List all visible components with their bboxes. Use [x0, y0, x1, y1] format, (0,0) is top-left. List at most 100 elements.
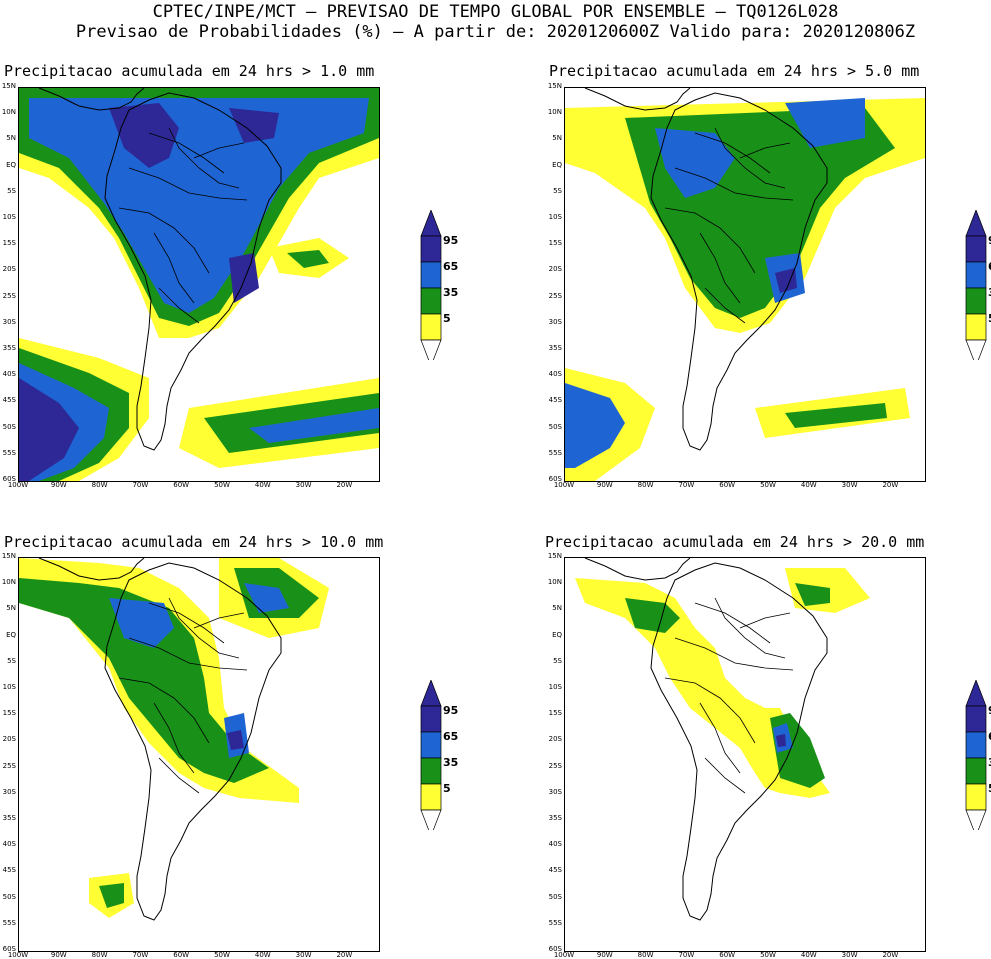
lon-tick: 80W	[91, 481, 108, 489]
lat-tick: 60S	[548, 475, 562, 483]
lon-tick: 100W	[7, 951, 29, 959]
lon-tick: 90W	[596, 481, 613, 489]
lat-tick: 5S	[553, 186, 562, 195]
lat-tick: 55S	[548, 918, 562, 927]
lat-tick: 5N	[6, 604, 16, 613]
lat-tick: 50S	[548, 892, 562, 901]
lon-tick: 90W	[50, 481, 67, 489]
central-america-coastline	[584, 558, 691, 581]
lat-tick: 5S	[7, 186, 16, 195]
color-legend	[420, 680, 442, 830]
lat-tick: 15N	[547, 552, 562, 560]
central-america-coastline	[38, 88, 145, 111]
legend-label: 35	[443, 286, 459, 299]
lat-tick: 5S	[7, 656, 16, 665]
lat-tick: 35S	[2, 814, 16, 822]
lon-tick: 70W	[678, 481, 695, 489]
color-legend	[965, 210, 987, 360]
lat-tick: 10S	[548, 213, 562, 221]
legend-label: 5	[988, 782, 991, 795]
header-line2: Previsao de Probabilidades (%) – A parti…	[75, 22, 916, 42]
map-canvas	[565, 88, 925, 481]
lat-tick: EQ	[6, 160, 16, 169]
lat-tick: 10S	[2, 683, 16, 691]
legend-label: 65	[988, 730, 991, 743]
lon-tick: 60W	[719, 951, 736, 959]
lat-tick: 15N	[1, 552, 16, 560]
lon-tick: 80W	[637, 951, 654, 959]
lon-tick: 100W	[553, 951, 575, 959]
lat-tick: 50S	[548, 422, 562, 431]
lat-tick: 15S	[2, 239, 16, 248]
lat-tick: 40S	[548, 370, 562, 379]
lat-tick: 35S	[548, 344, 562, 352]
lat-tick: 30S	[548, 317, 562, 326]
precip-field	[575, 568, 870, 798]
south-america-coastline	[104, 562, 282, 921]
map-canvas	[19, 88, 379, 481]
central-america-coastline	[584, 88, 691, 111]
lon-tick: 60W	[719, 481, 736, 489]
lon-tick: 40W	[800, 951, 817, 959]
lat-tick: 10N	[1, 578, 16, 587]
legend: 95 65 35 5	[419, 210, 459, 370]
lat-tick: 55S	[2, 448, 16, 457]
lat-tick: 50S	[2, 892, 16, 901]
lon-tick: 20W	[336, 951, 353, 959]
lon-tick: 80W	[637, 481, 654, 489]
lat-tick: 25S	[2, 761, 16, 770]
lat-tick: 10S	[2, 213, 16, 221]
map-p1	[18, 87, 380, 482]
lon-tick: 20W	[882, 481, 899, 489]
lat-tick: 55S	[548, 448, 562, 457]
panel-title-p1: Precipitacao acumulada em 24 hrs > 1.0 m…	[4, 62, 375, 80]
lat-tick: 5N	[552, 604, 562, 613]
precip-field	[19, 88, 379, 481]
lat-tick: 60S	[2, 945, 16, 953]
south-america-coastline	[650, 92, 828, 451]
lon-tick: 30W	[295, 481, 312, 489]
legend: 95 65 35 5	[964, 680, 991, 840]
legend-label: 35	[988, 756, 991, 769]
legend-label: 65	[443, 730, 459, 743]
lat-tick: 35S	[2, 344, 16, 352]
lon-tick: 30W	[841, 481, 858, 489]
legend-label: 95	[443, 704, 459, 717]
map-p2	[564, 87, 926, 482]
precip-field	[19, 558, 329, 918]
legend-label: 5	[443, 782, 451, 795]
south-america-coastline	[104, 92, 282, 451]
country-borders	[664, 597, 794, 794]
lon-tick: 40W	[254, 951, 271, 959]
lat-tick: 25S	[2, 291, 16, 300]
lat-tick: 5N	[552, 134, 562, 143]
lat-tick: 60S	[2, 475, 16, 483]
lat-tick: EQ	[552, 160, 562, 169]
lat-tick: 45S	[2, 396, 16, 405]
lon-tick: 70W	[132, 481, 149, 489]
lat-tick: 45S	[548, 396, 562, 405]
legend-label: 35	[988, 286, 991, 299]
lon-tick: 40W	[254, 481, 271, 489]
legend: 95 65 35 5	[419, 680, 459, 840]
lat-tick: 15S	[2, 709, 16, 718]
lon-tick: 90W	[50, 951, 67, 959]
legend-label: 35	[443, 756, 459, 769]
lat-tick: 15S	[548, 239, 562, 248]
panel-title-p3: Precipitacao acumulada em 24 hrs > 10.0 …	[4, 533, 384, 551]
color-legend	[965, 680, 987, 830]
lat-tick: 45S	[548, 866, 562, 875]
lat-tick: 20S	[548, 735, 562, 744]
lon-tick: 70W	[678, 951, 695, 959]
legend-label: 65	[443, 260, 459, 273]
lat-tick: 5S	[553, 656, 562, 665]
lon-tick: 70W	[132, 951, 149, 959]
legend-label: 5	[443, 312, 451, 325]
country-borders	[118, 127, 248, 324]
lat-tick: 15N	[547, 82, 562, 90]
lat-tick: 20S	[2, 265, 16, 274]
legend-label: 95	[988, 704, 991, 717]
lat-tick: 20S	[2, 735, 16, 744]
lat-tick: 40S	[2, 370, 16, 379]
lon-tick: 50W	[760, 951, 776, 959]
